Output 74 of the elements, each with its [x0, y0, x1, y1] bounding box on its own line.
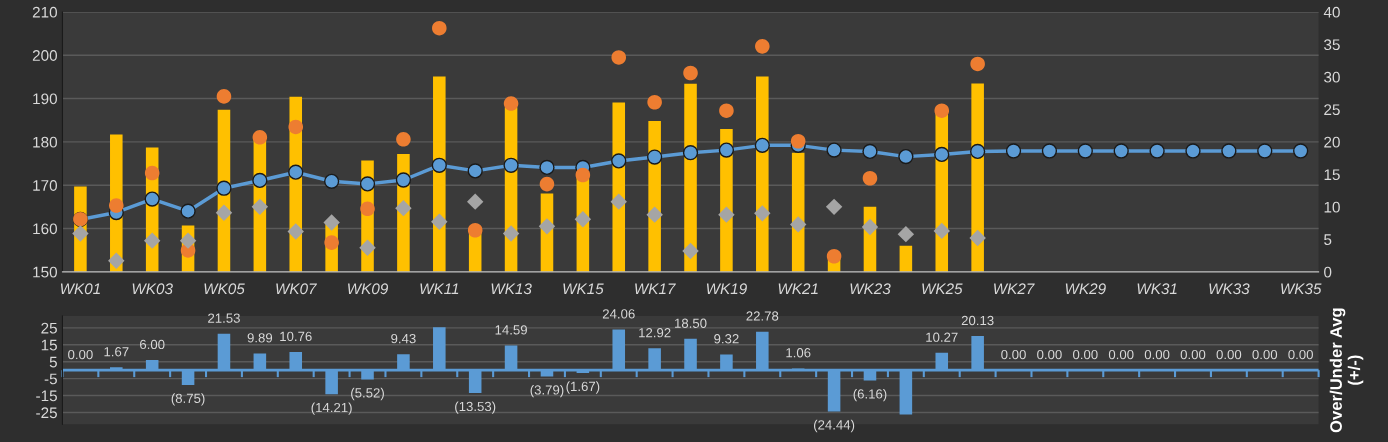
y-tick-label: -5 [44, 373, 57, 385]
y-tick-label: 210 [32, 6, 57, 18]
data-label: 0.00 [1001, 349, 1026, 360]
x-tick-label: WK09 [348, 283, 389, 295]
y-tick-label: 170 [33, 180, 57, 191]
y-tick-label: 5 [49, 356, 57, 368]
y2-tick-label: 15 [1324, 169, 1340, 181]
data-label: (1.67) [566, 381, 600, 394]
data-label: 0.00 [1252, 349, 1278, 360]
x-tick-label: WK17 [635, 283, 676, 295]
y-axis-title: Over/Under Avg (+/-) [1329, 308, 1364, 433]
data-label: 0.00 [1288, 349, 1313, 360]
x-tick-label: WK01 [60, 283, 100, 295]
data-label: 0.00 [1144, 349, 1170, 360]
data-label: 10.76 [280, 331, 312, 342]
y-tick-label: 25 [41, 322, 57, 334]
data-label: 9.89 [247, 333, 273, 343]
y2-tick-label: 30 [1324, 71, 1340, 83]
y2-tick-label: 0 [1324, 266, 1332, 278]
data-label: 20.13 [961, 315, 994, 326]
data-label: 0.00 [1072, 349, 1098, 360]
data-label: 18.50 [675, 318, 707, 328]
y-tick-label: -25 [36, 407, 57, 419]
data-label: 1.06 [786, 348, 811, 358]
x-tick-label: WK25 [922, 283, 963, 295]
x-tick-label: WK13 [491, 283, 532, 295]
data-label: (24.44) [814, 419, 855, 433]
y2-tick-label: 35 [1324, 39, 1340, 51]
data-label: 12.92 [639, 328, 671, 338]
y-tick-label: 15 [41, 339, 57, 351]
data-label: (3.79) [530, 384, 564, 398]
y2-tick-label: 10 [1324, 201, 1340, 213]
data-label: 0.00 [1037, 349, 1062, 360]
data-label: 6.00 [140, 339, 165, 350]
data-label: 0.00 [68, 349, 93, 360]
x-tick-label: WK19 [706, 283, 747, 295]
x-tick-label: WK29 [1065, 283, 1106, 295]
x-tick-label: WK23 [850, 283, 891, 295]
y-tick-label: -15 [36, 390, 57, 402]
y-tick-label: 160 [33, 223, 57, 235]
x-tick-label: WK33 [1209, 283, 1250, 295]
data-label: (8.75) [171, 393, 205, 406]
x-tick-label: WK11 [420, 283, 459, 295]
data-label: 21.53 [208, 313, 240, 323]
y-tick-label: 190 [33, 93, 57, 105]
y-tick-label: 200 [32, 50, 57, 61]
data-label: 24.06 [602, 309, 635, 319]
data-label: 1.67 [104, 347, 129, 357]
x-tick-label: WK27 [994, 283, 1035, 295]
x-tick-label: WK05 [204, 283, 245, 295]
x-tick-label: WK15 [563, 283, 604, 295]
y-tick-label: 180 [33, 136, 57, 148]
data-label: 0.00 [1108, 349, 1134, 360]
data-label: 14.59 [495, 325, 527, 335]
data-label: 10.27 [926, 332, 958, 342]
data-label: 0.00 [1216, 349, 1242, 360]
data-label: (13.53) [455, 401, 496, 414]
data-label: 22.78 [746, 311, 779, 321]
x-tick-label: WK21 [778, 283, 818, 295]
x-tick-label: WK31 [1137, 283, 1177, 295]
x-tick-label: WK35 [1281, 283, 1322, 295]
x-tick-label: WK03 [132, 283, 173, 295]
y2-tick-label: 5 [1324, 234, 1332, 246]
data-label: (5.52) [351, 387, 384, 401]
data-label: 9.32 [714, 334, 739, 344]
y2-tick-label: 40 [1323, 6, 1340, 18]
x-tick-label: WK07 [276, 283, 318, 295]
data-label: 0.00 [1180, 349, 1206, 360]
y2-tick-label: 20 [1324, 136, 1340, 148]
data-label: 9.43 [391, 333, 416, 344]
y-tick-label: 150 [33, 266, 57, 278]
data-label: (6.16) [853, 388, 887, 402]
y2-tick-label: 25 [1324, 104, 1340, 116]
data-label: (14.21) [311, 402, 352, 415]
